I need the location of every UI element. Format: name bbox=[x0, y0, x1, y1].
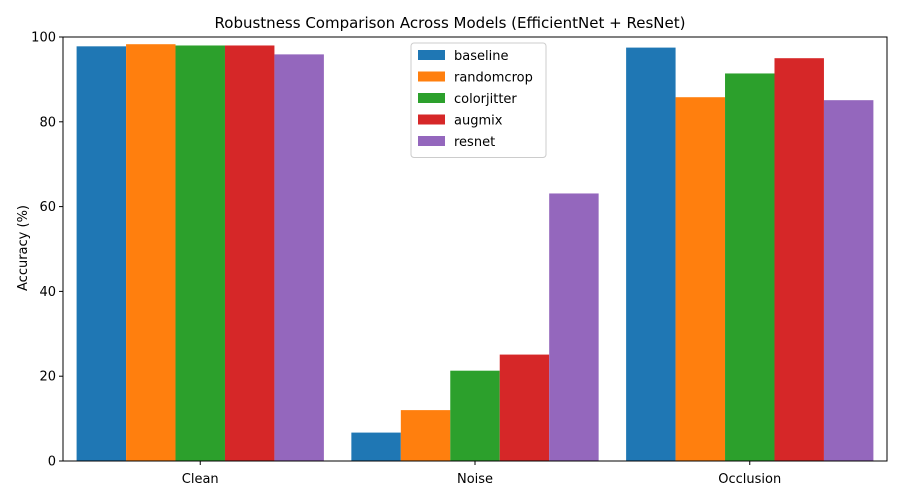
bar-randomcrop-occlusion bbox=[675, 97, 726, 462]
bar-resnet-noise bbox=[549, 193, 599, 461]
x-tick-label: Occlusion bbox=[718, 472, 781, 487]
axes-group: 0 20 40 60 80 100 Clean Noise Occlusion bbox=[31, 31, 888, 487]
legend-label-resnet: resnet bbox=[454, 135, 495, 150]
legend-swatch-randomcrop bbox=[418, 71, 445, 82]
legend-swatch-resnet bbox=[418, 136, 445, 146]
legend: baseline randomcrop colorjitter augmix resne… bbox=[410, 42, 547, 158]
y-tick-label: 40 bbox=[39, 285, 56, 300]
bar-baseline-noise bbox=[351, 432, 401, 461]
bar-resnet-occlusion bbox=[823, 100, 874, 462]
y-tick-label: 0 bbox=[48, 455, 56, 470]
x-tick-label: Clean bbox=[182, 472, 219, 487]
y-axis-label: Accuracy (%) bbox=[16, 205, 31, 291]
bar-augmix-noise bbox=[499, 354, 550, 461]
bar-augmix-occlusion bbox=[774, 58, 824, 461]
bars-group bbox=[76, 44, 874, 462]
bar-colorjitter-occlusion bbox=[725, 73, 775, 462]
legend-label-randomcrop: randomcrop bbox=[454, 71, 533, 86]
y-tick-label: 80 bbox=[39, 115, 56, 130]
legend-label-colorjitter: colorjitter bbox=[454, 92, 517, 107]
y-tick-label: 100 bbox=[31, 31, 56, 46]
bar-resnet-clean bbox=[274, 54, 324, 461]
y-tick-label: 20 bbox=[39, 370, 56, 385]
legend-label-augmix: augmix bbox=[454, 114, 503, 129]
bar-augmix-clean bbox=[224, 45, 275, 461]
legend-swatch-baseline bbox=[418, 50, 445, 60]
bar-randomcrop-noise bbox=[400, 410, 451, 461]
legend-label-baseline: baseline bbox=[454, 49, 508, 64]
x-tick-label: Noise bbox=[457, 472, 493, 487]
legend-swatch-augmix bbox=[418, 114, 445, 125]
bar-randomcrop-clean bbox=[126, 44, 176, 462]
chart-title: Robustness Comparison Across Models (Eff… bbox=[215, 14, 686, 32]
bar-baseline-clean bbox=[76, 46, 127, 461]
bar-baseline-occlusion bbox=[626, 47, 676, 461]
legend-swatch-colorjitter bbox=[418, 93, 445, 103]
y-tick-label: 60 bbox=[39, 200, 56, 215]
bar-colorjitter-noise bbox=[450, 370, 500, 461]
bar-colorjitter-clean bbox=[175, 45, 225, 461]
